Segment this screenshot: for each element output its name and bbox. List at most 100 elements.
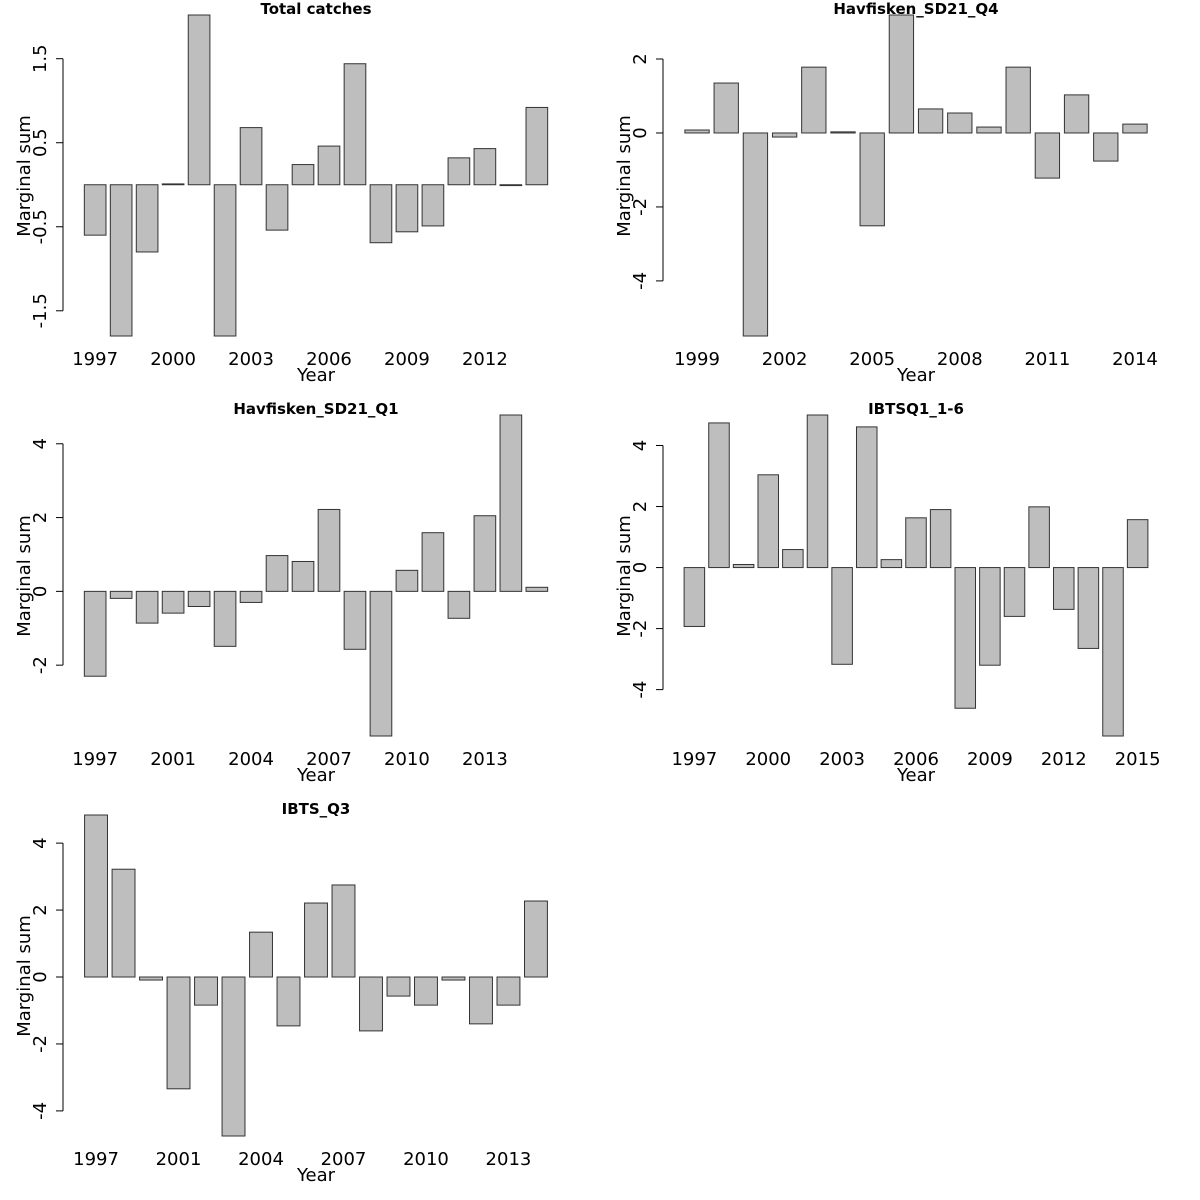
bar <box>421 184 445 227</box>
bar <box>359 976 383 1032</box>
bar <box>166 976 191 1090</box>
bar <box>135 184 159 253</box>
x-tick-label: 2001 <box>156 1149 202 1170</box>
bar <box>213 590 237 647</box>
y-tick-label: 2 <box>630 501 651 512</box>
bar <box>139 976 163 981</box>
x-tick-label: 2002 <box>762 349 808 370</box>
y-axis-label: Marginal sum <box>14 515 35 637</box>
bar <box>1093 132 1119 162</box>
bar <box>917 108 944 134</box>
x-tick-label: 2015 <box>1115 749 1161 770</box>
bar <box>441 976 466 981</box>
x-axis-label: Year <box>296 1165 336 1186</box>
bar <box>109 590 133 599</box>
bar <box>929 509 952 569</box>
y-tick-label: -4 <box>30 1102 51 1120</box>
x-tick-label: 2012 <box>462 349 508 370</box>
y-tick-label: 0 <box>630 127 651 138</box>
bar <box>265 184 289 231</box>
y-tick-label: 4 <box>30 837 51 848</box>
y-axis-label: Marginal sum <box>14 915 35 1037</box>
panel-title: Total catches <box>260 0 371 18</box>
y-tick-label: -0.5 <box>30 209 51 244</box>
x-axis-label: Year <box>896 365 936 386</box>
bar <box>213 184 237 337</box>
y-tick-label: -1.5 <box>30 293 51 328</box>
x-tick-label: 2011 <box>1024 349 1070 370</box>
bar <box>880 559 903 569</box>
bar <box>276 976 301 1027</box>
bar <box>395 569 419 592</box>
bar <box>1052 567 1075 610</box>
x-tick-label: 2014 <box>1112 349 1158 370</box>
bar <box>187 590 211 607</box>
bar <box>291 560 315 592</box>
x-tick-label: 1997 <box>72 349 118 370</box>
bar <box>1003 567 1026 617</box>
bar <box>317 508 341 592</box>
bar <box>1028 506 1050 569</box>
y-tick-label: 0 <box>30 586 51 597</box>
bar <box>447 590 471 619</box>
bar <box>343 590 367 650</box>
y-axis-label: Marginal sum <box>614 515 635 637</box>
bar <box>954 567 977 709</box>
bar <box>1005 66 1031 134</box>
x-tick-label: 1999 <box>674 349 720 370</box>
bar <box>782 549 804 569</box>
bar <box>525 586 549 592</box>
bar <box>331 884 356 978</box>
bar <box>469 976 493 1025</box>
x-tick-label: 2013 <box>462 749 508 770</box>
bar <box>888 14 915 134</box>
bar <box>713 82 739 134</box>
bar <box>395 184 419 233</box>
bar <box>473 515 497 592</box>
y-tick-label: 0.5 <box>30 128 51 157</box>
y-tick-label: 2 <box>30 512 51 523</box>
x-tick-label: 2009 <box>384 349 430 370</box>
bar <box>683 567 706 627</box>
bar <box>304 902 328 978</box>
y-tick-label: -2 <box>30 1035 51 1053</box>
x-tick-label: 1997 <box>72 749 118 770</box>
y-axis-label: Marginal sum <box>614 115 635 237</box>
bar <box>187 14 211 186</box>
bar <box>161 590 185 614</box>
panel-title: IBTS_Q3 <box>282 800 351 818</box>
bar <box>830 131 856 134</box>
bar <box>757 474 780 569</box>
x-tick-label: 2001 <box>150 749 196 770</box>
bar <box>496 976 521 1006</box>
x-tick-label: 2012 <box>1041 749 1087 770</box>
bar <box>249 931 273 978</box>
panel-title: Havfisken_SD21_Q4 <box>833 0 998 18</box>
y-tick-label: 0 <box>630 562 651 573</box>
bar <box>947 112 973 134</box>
bar <box>771 132 798 138</box>
bar <box>708 422 730 569</box>
y-tick-label: -2 <box>630 198 651 216</box>
y-tick-label: -2 <box>30 656 51 674</box>
x-tick-label: 2004 <box>228 749 274 770</box>
bar <box>1077 567 1100 649</box>
bar <box>386 976 411 997</box>
bar <box>976 126 1002 134</box>
bar <box>732 564 755 569</box>
x-tick-label: 2006 <box>893 749 939 770</box>
bar <box>421 532 445 592</box>
bar <box>135 590 159 624</box>
panel-title: IBTSQ1_1-6 <box>868 400 964 418</box>
x-tick-label: 1997 <box>73 1149 119 1170</box>
bar <box>291 164 315 186</box>
bar <box>473 148 497 186</box>
bar <box>414 976 438 1006</box>
x-tick-label: 2005 <box>849 349 895 370</box>
x-tick-label: 2013 <box>486 1149 532 1170</box>
bar <box>1126 519 1149 569</box>
bar <box>109 184 133 337</box>
y-tick-label: 4 <box>630 440 651 451</box>
x-tick-label: 2003 <box>819 749 865 770</box>
x-tick-label: 2004 <box>238 1149 284 1170</box>
